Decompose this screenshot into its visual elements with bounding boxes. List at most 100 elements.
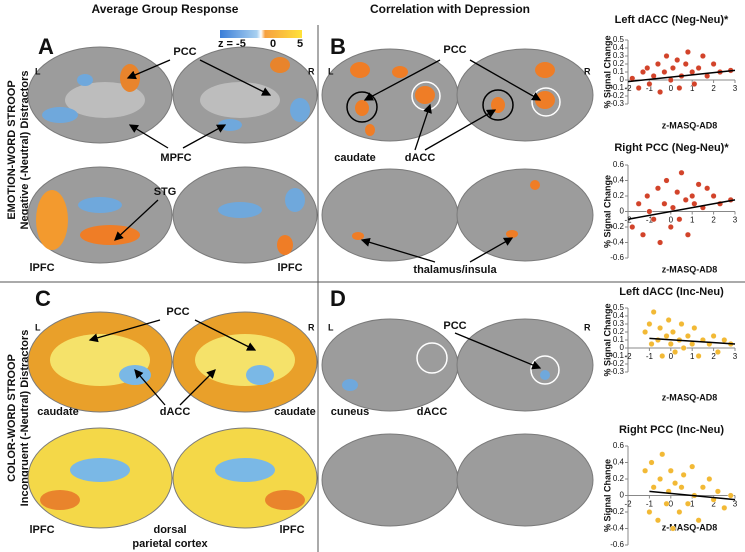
y-tick-label: 0.1 (613, 67, 625, 76)
point (667, 223, 674, 230)
region-label: MPFC (160, 152, 191, 164)
point (674, 189, 681, 196)
y-tick-label: -0.2 (610, 507, 624, 516)
region-label: thalamus/insula (413, 264, 497, 276)
hemisphere-label: L (35, 322, 41, 332)
region-label: lPFC (29, 262, 54, 274)
point (650, 309, 657, 316)
point (689, 192, 696, 199)
y-tick-label: 0.2 (613, 327, 625, 336)
chart-title: Left dACC (Inc-Neu) (619, 286, 724, 298)
point (682, 61, 689, 68)
point (669, 204, 676, 211)
x-axis-title: z-MASQ-AD8 (662, 120, 718, 130)
point (704, 185, 711, 192)
point (646, 80, 653, 87)
point (654, 337, 661, 344)
hemisphere-label: L (328, 66, 334, 76)
point (714, 488, 721, 495)
y-tick-label: 0.2 (613, 191, 625, 200)
x-tick-label: 0 (669, 352, 674, 361)
x-tick-label: -1 (646, 500, 654, 509)
x-tick-label: -2 (624, 352, 632, 361)
y-tick-label: -0.6 (610, 253, 624, 262)
point (676, 216, 683, 223)
region-label: lPFC (279, 524, 304, 536)
x-tick-label: 0 (669, 500, 674, 509)
colorbar-label: 5 (297, 38, 303, 50)
point (695, 181, 702, 188)
point (659, 451, 666, 458)
colorbar-label: 0 (270, 38, 276, 50)
y-tick-label: 0.6 (613, 160, 625, 169)
y-tick-label: -0.4 (610, 238, 624, 247)
point (635, 84, 642, 91)
brain-images (27, 46, 594, 529)
row-subtitle: Negative (-Neutral) Distractors (19, 71, 31, 230)
x-tick-label: 0 (669, 84, 674, 93)
x-tick-label: 0 (669, 216, 674, 225)
y-tick-label: 0.6 (613, 441, 625, 450)
point (650, 484, 657, 491)
point (672, 480, 679, 487)
point (680, 471, 687, 478)
y-tick-label: -0.2 (610, 359, 624, 368)
x-tick-label: -2 (624, 500, 632, 509)
region-label: lPFC (277, 262, 302, 274)
point (642, 329, 649, 336)
row-title: EMOTION-WORD STROOP (6, 80, 18, 219)
hemisphere-label: R (308, 322, 315, 332)
y-tick-label: -0.4 (610, 524, 624, 533)
point (714, 349, 721, 356)
point (710, 192, 717, 199)
y-tick-label: 0 (620, 207, 625, 216)
hemisphere-label: R (308, 66, 315, 76)
point (695, 353, 702, 360)
chart-title: Left dACC (Neg-Neu)* (615, 14, 729, 26)
region-label: dACC (405, 152, 436, 164)
point (695, 517, 702, 524)
panel-letter: C (35, 286, 51, 311)
x-tick-label: 1 (690, 84, 695, 93)
x-tick-label: -1 (646, 84, 654, 93)
region-label: dACC (417, 406, 448, 418)
point (710, 61, 717, 68)
point (650, 216, 657, 223)
region-label: caudate (37, 406, 79, 418)
region-label: PCC (443, 44, 466, 56)
y-axis-title-group: % Signal Change (602, 303, 612, 376)
point (663, 53, 670, 60)
point (657, 88, 664, 95)
point (676, 509, 683, 516)
column-header: Correlation with Depression (370, 2, 530, 16)
region-label: dACC (160, 406, 191, 418)
y-tick-label: -0.2 (610, 91, 624, 100)
point (682, 196, 689, 203)
point (629, 223, 636, 230)
panel-letter: B (330, 34, 346, 59)
x-axis-title: z-MASQ-AD8 (662, 264, 718, 274)
point (663, 177, 670, 184)
point (667, 341, 674, 348)
hemisphere-label: R (584, 66, 591, 76)
hemisphere-label: R (584, 322, 591, 332)
point (663, 500, 670, 507)
y-tick-label: 0.4 (613, 458, 625, 467)
x-tick-label: 2 (711, 84, 716, 93)
point (695, 64, 702, 71)
point (689, 463, 696, 470)
x-tick-label: 1 (690, 216, 695, 225)
point (657, 239, 664, 246)
point (691, 325, 698, 332)
point (654, 517, 661, 524)
region-label: parietal cortex (132, 538, 208, 550)
region-label: STG (154, 186, 177, 198)
region-label: caudate (334, 152, 376, 164)
y-axis-title: % Signal Change (602, 35, 612, 108)
y-tick-label: 0.4 (613, 43, 625, 52)
y-tick-label: -0.1 (610, 83, 624, 92)
y-axis-title: % Signal Change (602, 175, 612, 248)
point (678, 169, 685, 176)
y-tick-label: 0.2 (613, 474, 625, 483)
point (669, 64, 676, 71)
